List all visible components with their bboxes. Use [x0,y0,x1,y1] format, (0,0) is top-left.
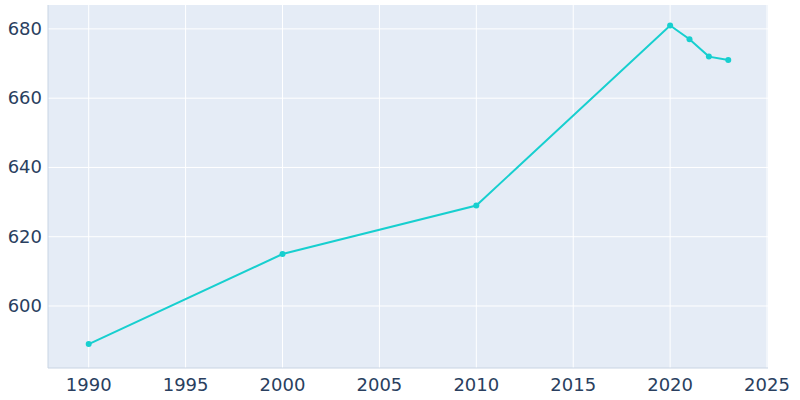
point [706,54,712,60]
x-tick-label: 2000 [260,374,306,395]
x-tick-label: 2025 [744,374,790,395]
point [473,203,479,209]
y-tick-label: 640 [8,156,42,177]
x-axis-line [48,368,768,369]
grid-line-y [48,236,768,237]
grid-line-y [48,167,768,168]
point [667,22,673,28]
series-group [86,22,732,347]
grid-line-x [670,5,671,368]
y-tick-label: 680 [8,18,42,39]
y-tick-label: 660 [8,87,42,108]
plot-area [48,5,768,368]
grid-line-x [476,5,477,368]
y-tick-label: 620 [8,226,42,247]
y-axis-line [48,5,49,368]
chart: 1990 1995 2000 2005 2010 2015 2020 2025 600 620 64… [0,0,800,400]
point [725,57,731,63]
grid-line-x [185,5,186,368]
x-tick-label: 1990 [66,374,112,395]
grid-line-x [573,5,574,368]
grid-line-x [767,5,768,368]
grid-line-y [48,98,768,99]
x-tick-label: 2015 [550,374,596,395]
grid-line-x [282,5,283,368]
grid-line-x [379,5,380,368]
grid-line-y [48,28,768,29]
point [86,341,92,347]
point [280,251,286,257]
line [89,25,729,344]
grid-line-y [48,305,768,306]
x-tick-label: 2020 [647,374,693,395]
x-tick-label: 2010 [453,374,499,395]
x-tick-label: 2005 [357,374,403,395]
grid-line-x [88,5,89,368]
y-tick-label: 600 [8,295,42,316]
point [687,36,693,42]
x-tick-label: 1995 [163,374,209,395]
